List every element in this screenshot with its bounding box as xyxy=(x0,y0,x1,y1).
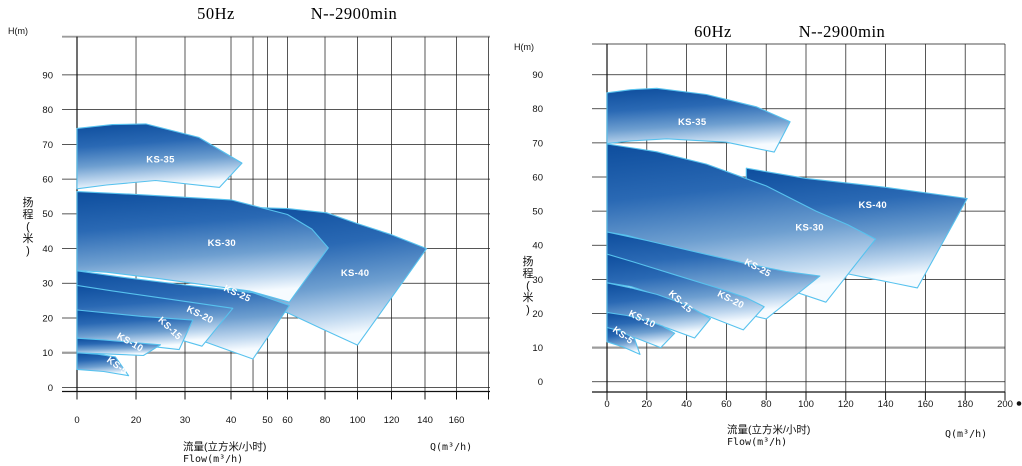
region-ks-20-60hz xyxy=(606,253,765,331)
y-tick-label: 30 xyxy=(532,275,543,286)
region-ks-5-50hz xyxy=(76,352,130,377)
texts-60hz: 60Hz N--2900min H(m) 扬程(米) 流量(立方米/小时)Flow(m³… xyxy=(514,22,987,448)
region-label-ks-35-60hz: KS-35 xyxy=(678,117,707,128)
region-label-ks-30-60hz: KS-30 xyxy=(795,223,823,234)
y-tick-label: 50 xyxy=(42,209,53,220)
y-axis-name-cn: ( xyxy=(26,221,30,233)
y-axis-name-cn: 扬 xyxy=(23,195,34,209)
x-tick-label: 80 xyxy=(320,415,331,426)
region-label-ks-40-60hz: KS-40 xyxy=(858,200,886,211)
x-tick-label: 120 xyxy=(384,415,400,426)
y-tick-label: 40 xyxy=(532,241,543,252)
y-tick-label: 70 xyxy=(532,138,543,149)
y-axis-unit: H(m) xyxy=(8,26,28,36)
x-tick-label: 80 xyxy=(761,399,772,410)
y-axis-name-cn: 米 xyxy=(23,232,34,245)
x-axis-name-cn: 流量(立方米/小时) xyxy=(727,423,810,436)
y-tick-label: 0 xyxy=(538,377,543,388)
y-tick-label: 20 xyxy=(532,309,543,320)
x-tick-label: 0 xyxy=(604,399,609,410)
region-ks-30-50hz xyxy=(76,191,329,303)
x-tick-label: 160 xyxy=(917,399,933,410)
chart-title-speed: N--2900min xyxy=(311,4,398,23)
x-tick-label: 180 xyxy=(957,399,973,410)
y-tick-label: 60 xyxy=(532,172,543,183)
chart-title-frequency: 50Hz xyxy=(197,4,235,23)
region-label-ks-30-50hz: KS-30 xyxy=(208,238,236,249)
x-tick-label: 140 xyxy=(417,415,433,426)
x-tick-label: 100 xyxy=(798,399,814,410)
texts-50hz: 50Hz N--2900min H(m) 扬程(米) 流量(立方米/小时)Flow(m³… xyxy=(8,4,472,465)
chart-50hz: 0 20 30 40 50 60 80 100 120 140 160 0 10 20 30 40 50 60 70… xyxy=(8,4,490,465)
x-tick-label: 20 xyxy=(642,399,653,410)
x-tick-label: 140 xyxy=(878,399,894,410)
x-tick-label: 50 xyxy=(262,415,273,426)
chart-title-frequency: 60Hz xyxy=(694,22,732,41)
y-axis-name-cn: ) xyxy=(26,245,30,257)
x-tick-label: 100 xyxy=(350,415,366,426)
chart-60hz: 0 20 40 60 80 100 120 140 160 180 2000102030405060… xyxy=(514,22,1022,448)
y-axis-name-cn: 扬 xyxy=(523,254,534,268)
x-axis-unit: Q(m³/h) xyxy=(430,442,472,453)
y-tick-label: 40 xyxy=(42,244,53,255)
y-tick-label: 80 xyxy=(42,105,53,116)
x-tick-label: 160 xyxy=(449,415,465,426)
x-axis-name-cn: 流量(立方米/小时) xyxy=(183,440,266,453)
x-tick-label: 60 xyxy=(721,399,732,410)
y-tick-label: 10 xyxy=(532,343,543,354)
y-tick-label: 90 xyxy=(42,70,53,81)
y-tick-label: 80 xyxy=(532,104,543,115)
region-ks-35-50hz xyxy=(76,123,243,190)
x-axis-unit: Q(m³/h) xyxy=(945,429,987,440)
x-tick-label: 120 xyxy=(838,399,854,410)
y-axis-name-cn: ) xyxy=(526,304,530,316)
y-tick-label: 70 xyxy=(42,140,53,151)
region-ks-5-60hz xyxy=(606,326,641,355)
stray-dot xyxy=(1016,401,1022,406)
region-label-ks-40-50hz: KS-40 xyxy=(341,268,369,279)
x-axis-name-en: Flow(m³/h) xyxy=(727,437,787,448)
y-tick-label: 30 xyxy=(42,279,53,290)
x-tick-label: 40 xyxy=(226,415,237,426)
y-axis-name-cn: 程 xyxy=(523,267,534,280)
y-tick-label: 20 xyxy=(42,313,53,324)
y-axis-unit: H(m) xyxy=(514,42,534,52)
y-tick-label: 60 xyxy=(42,175,53,186)
region-ks-30-60hz xyxy=(606,143,877,303)
x-tick-label: 200 xyxy=(997,399,1013,410)
y-axis-name-cn: 米 xyxy=(523,291,534,304)
x-tick-label: 0 xyxy=(74,415,79,426)
y-tick-label: 0 xyxy=(48,383,53,394)
y-axis-name-cn: 程 xyxy=(23,208,34,221)
y-tick-label: 50 xyxy=(532,207,543,218)
region-ks-35-60hz xyxy=(606,87,791,153)
x-tick-label: 30 xyxy=(180,415,191,426)
x-tick-label: 60 xyxy=(282,415,293,426)
x-axis-name-en: Flow(m³/h) xyxy=(183,454,243,465)
region-label-ks-35-50hz: KS-35 xyxy=(146,154,175,165)
x-tick-label: 20 xyxy=(131,415,142,426)
y-axis-name-cn: ( xyxy=(526,280,530,292)
x-tick-label: 40 xyxy=(681,399,692,410)
chart-title-speed: N--2900min xyxy=(799,22,886,41)
y-tick-label: 90 xyxy=(532,70,543,81)
y-tick-label: 10 xyxy=(42,348,53,359)
